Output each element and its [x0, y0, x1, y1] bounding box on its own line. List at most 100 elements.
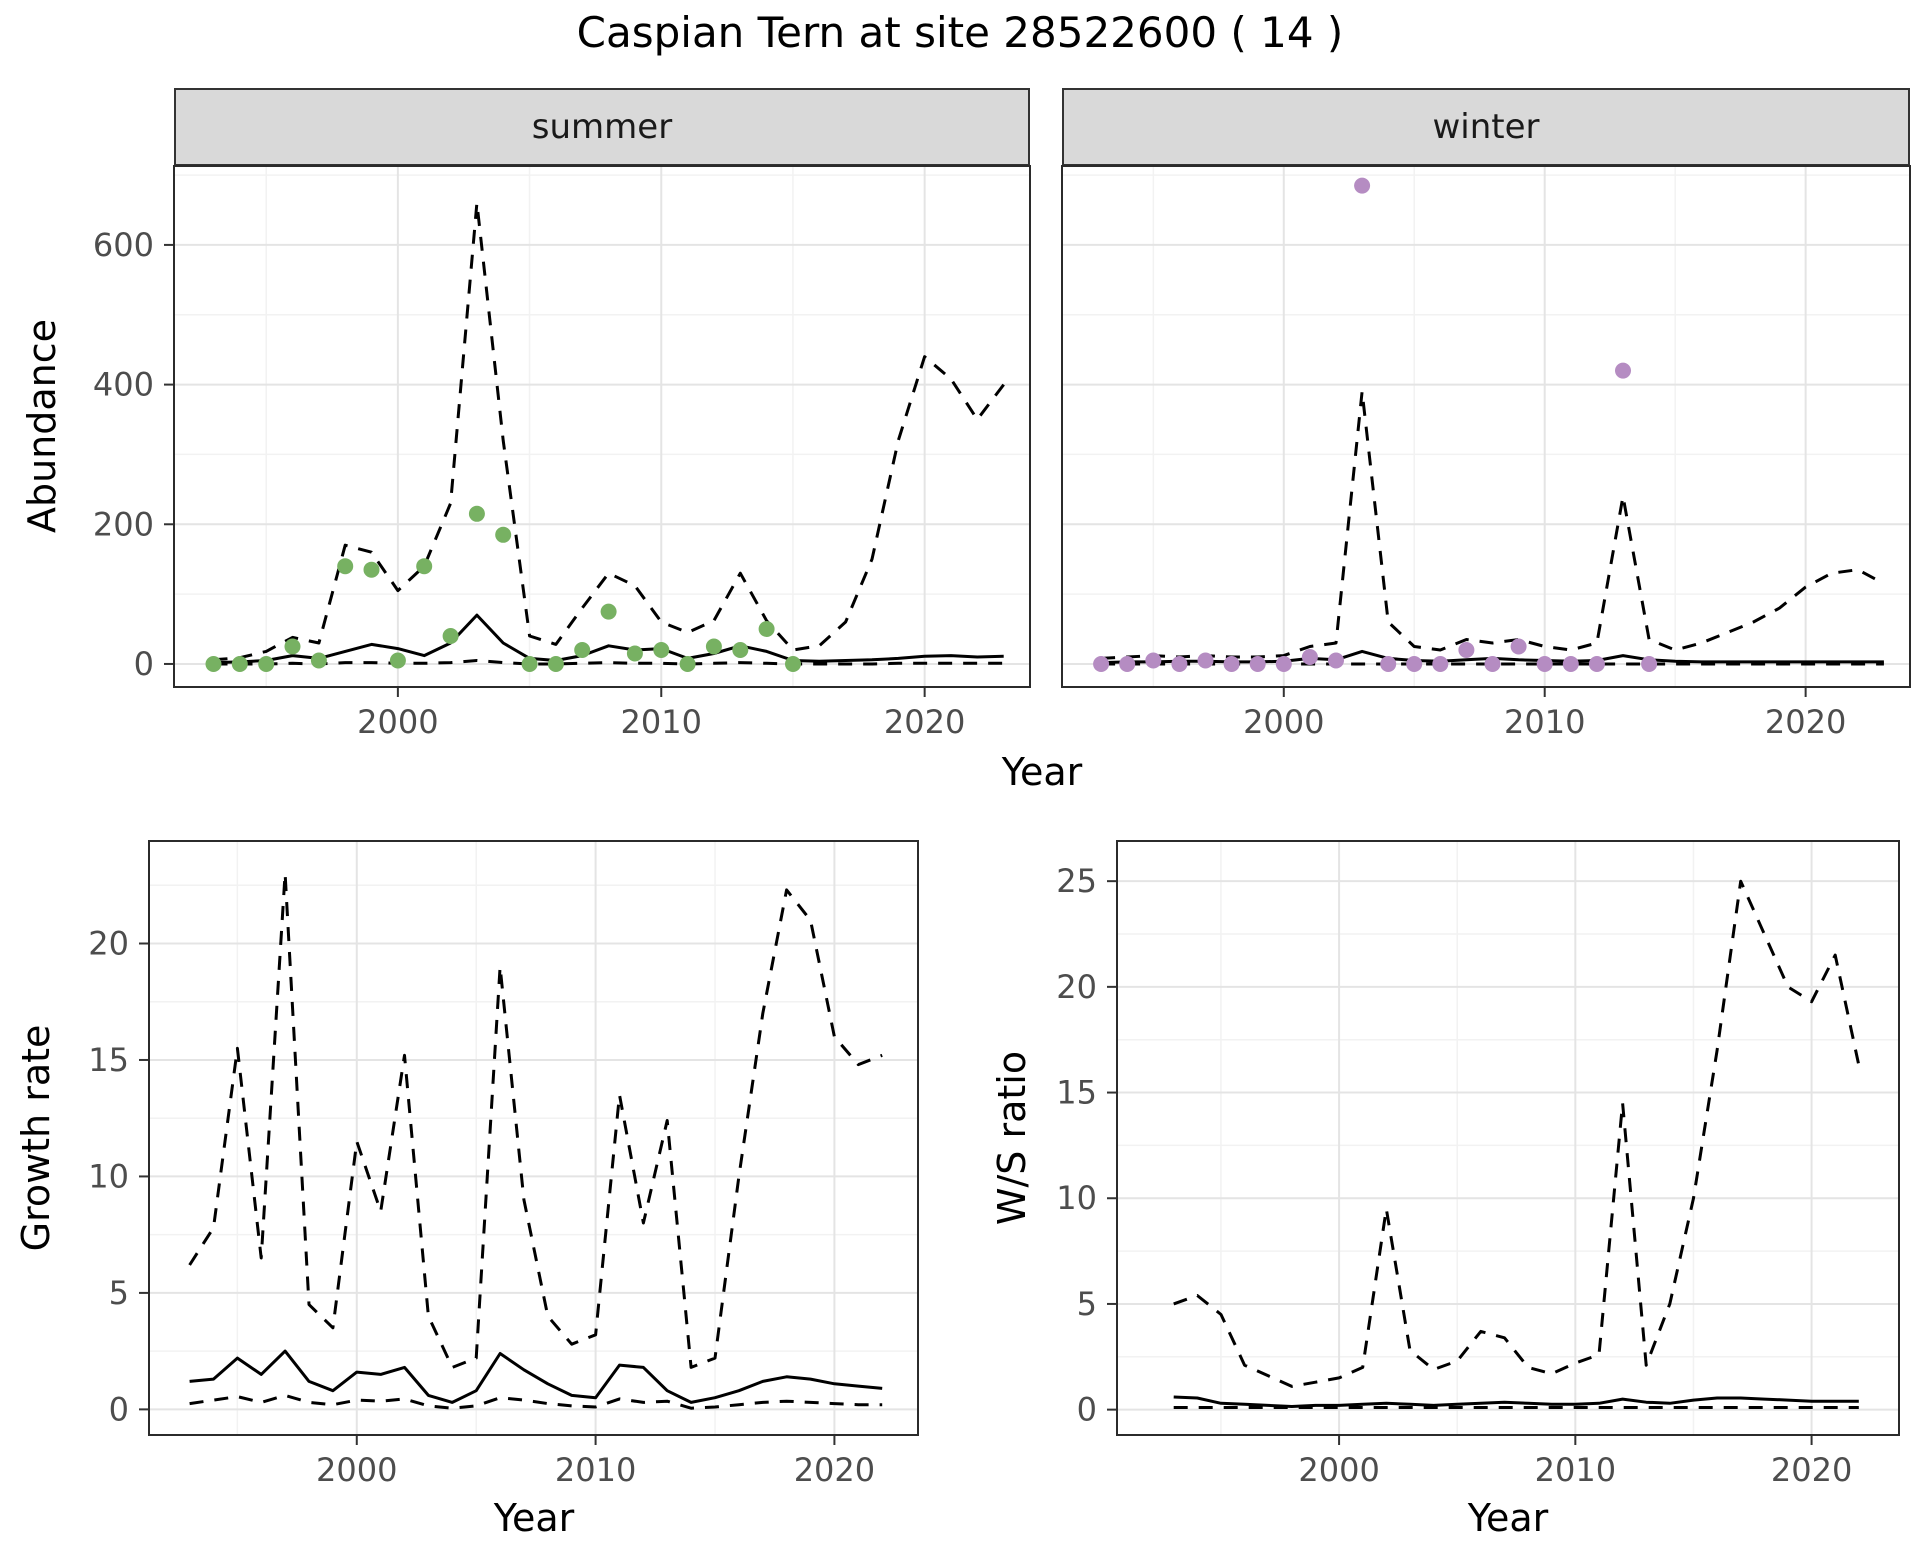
y-tick-label: 0	[1077, 1391, 1097, 1429]
observed-point	[1510, 638, 1527, 655]
x-tick-label: 2010	[555, 1451, 636, 1489]
panel-border	[148, 840, 919, 1436]
x-axis-label-bottom-left: Year	[493, 1496, 575, 1540]
observed-point	[1171, 656, 1188, 672]
x-tick-label: 2020	[1771, 1451, 1852, 1489]
x-tick-label: 2010	[1535, 1451, 1616, 1489]
observed-point	[337, 558, 354, 575]
x-tick-label: 2000	[1298, 1451, 1379, 1489]
observed-point	[1458, 642, 1475, 658]
observed-point	[1432, 656, 1449, 672]
observed-point	[705, 638, 722, 655]
observed-point	[1223, 656, 1240, 672]
y-tick-label: 15	[88, 1041, 129, 1079]
facet-strip-summer: summer	[174, 88, 1030, 166]
median-line	[189, 1349, 883, 1404]
panel-background	[1117, 841, 1899, 1435]
observed-point	[1328, 652, 1344, 669]
lower-ci-line	[189, 1393, 883, 1410]
observed-point	[1093, 656, 1110, 672]
observed-point	[758, 621, 775, 637]
observed-point	[600, 603, 617, 620]
x-axis-label-bottom-right: Year	[1467, 1496, 1549, 1540]
observed-point	[1536, 656, 1553, 672]
y-tick-label: 5	[1077, 1285, 1097, 1323]
y-tick-label: 600	[93, 226, 154, 264]
facet-strip-winter: winter	[1062, 88, 1910, 166]
y-tick-label: 20	[88, 924, 129, 962]
facet-strip-winter-label: winter	[1432, 107, 1540, 147]
observed-point	[1145, 652, 1162, 669]
observed-point	[547, 656, 564, 672]
abundance-summer-panel: 2000 2010 2020 0 200 400 600	[93, 165, 1031, 741]
panel-background	[149, 841, 918, 1435]
y-tick-label: 5	[109, 1274, 129, 1312]
observed-point	[1641, 656, 1658, 672]
observed-point	[1562, 656, 1579, 672]
median-line	[1173, 1395, 1859, 1408]
panel-border	[1116, 840, 1900, 1436]
upper-ci-line	[1173, 879, 1861, 1388]
growth-rate-panel: 2000 2010 2020 0 5 10 15 20	[88, 840, 919, 1489]
y-tick-label: 15	[1056, 1074, 1097, 1112]
observed-point	[1484, 656, 1501, 672]
x-tick-label: 2000	[1243, 703, 1324, 741]
observed-point	[1301, 649, 1318, 665]
observed-point	[1119, 656, 1136, 672]
x-tick-label: 2020	[1765, 703, 1846, 741]
observed-point	[1588, 656, 1605, 672]
y-tick-label: 10	[1056, 1179, 1097, 1217]
observed-point	[1275, 656, 1292, 672]
observed-point	[495, 526, 512, 543]
observed-point	[785, 656, 801, 672]
observed-point	[416, 558, 433, 575]
x-tick-label: 2000	[357, 703, 438, 741]
upper-ci-line	[188, 872, 883, 1369]
panel-border	[1061, 165, 1911, 688]
observed-point	[1354, 177, 1371, 194]
observed-point	[363, 561, 380, 578]
observed-point	[205, 656, 222, 672]
y-tick-label: 400	[93, 366, 154, 404]
observed-point	[626, 645, 643, 662]
y-tick-label: 20	[1056, 968, 1097, 1006]
median-line	[213, 613, 1004, 665]
panel-background	[174, 166, 1030, 687]
x-tick-label: 2020	[884, 703, 965, 741]
observed-point	[310, 652, 327, 669]
observed-point	[258, 656, 275, 672]
observed-point	[521, 656, 538, 672]
x-tick-label: 2000	[316, 1451, 397, 1489]
x-axis-label-top: Year	[1001, 750, 1083, 794]
observed-point	[1249, 656, 1266, 672]
observed-point	[1197, 652, 1214, 669]
y-tick-label: 0	[134, 645, 154, 683]
upper-ci-line	[213, 201, 1005, 662]
observed-point	[1615, 362, 1631, 379]
observed-point	[1406, 656, 1423, 672]
observed-point	[442, 628, 459, 644]
observed-point	[653, 642, 670, 658]
lower-ci-line	[213, 659, 1004, 666]
observed-point	[231, 656, 248, 672]
x-tick-label: 2010	[1504, 703, 1585, 741]
abundance-winter-panel: 2000 2010 2020	[1061, 165, 1911, 741]
x-tick-label: 2010	[621, 703, 702, 741]
facet-strip-summer-label: summer	[531, 107, 673, 147]
y-tick-label: 0	[109, 1390, 129, 1428]
observed-point	[284, 638, 301, 655]
y-tick-label: 10	[88, 1157, 129, 1195]
y-tick-label: 200	[93, 505, 154, 543]
observed-point	[732, 642, 749, 658]
x-tick-label: 2020	[794, 1451, 875, 1489]
y-tick-label: 25	[1056, 862, 1097, 900]
observed-point	[389, 652, 406, 669]
observed-point	[574, 642, 591, 658]
observed-point	[1380, 656, 1397, 672]
panel-border	[173, 165, 1031, 688]
observed-point	[468, 505, 485, 522]
ws-ratio-panel: 2000 2010 2020 0 5 10 15 20 25	[1056, 840, 1900, 1489]
panel-background	[1062, 166, 1910, 687]
